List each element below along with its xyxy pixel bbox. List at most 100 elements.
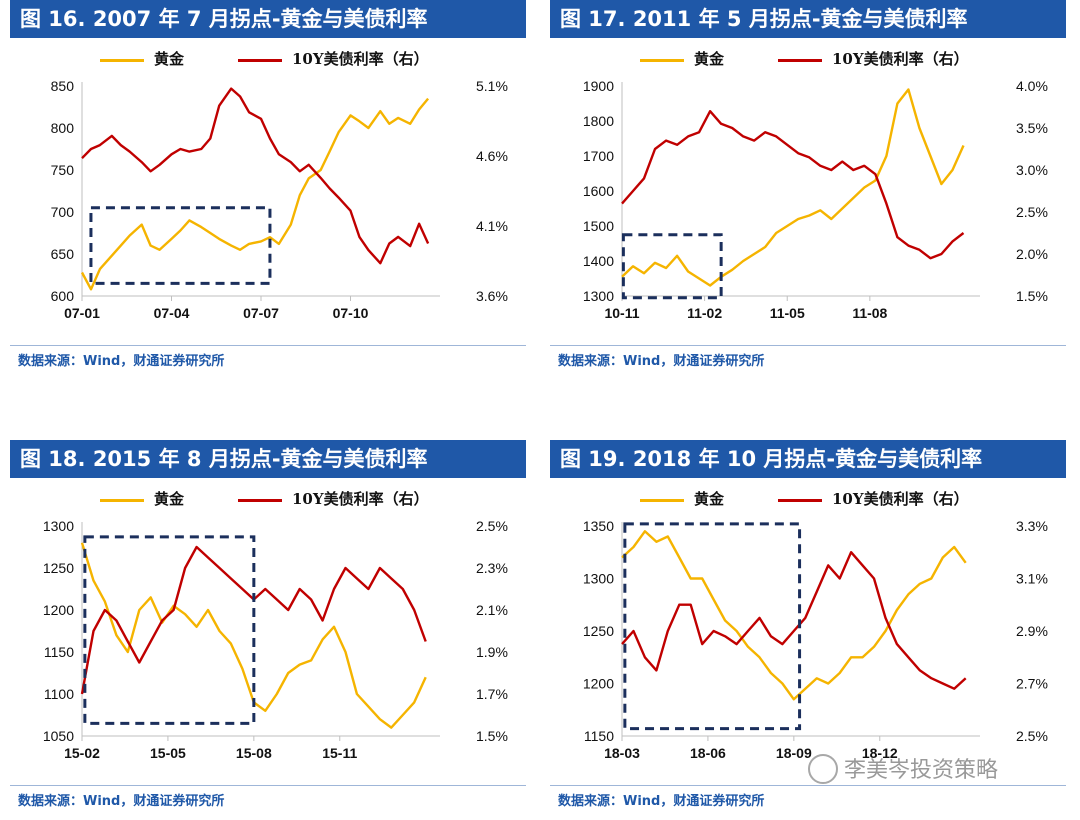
x-tick-label: 10-11	[604, 305, 639, 321]
series-line-yield	[81, 87, 430, 265]
right-tick-label: 1.7%	[476, 686, 508, 702]
right-tick-label: 1.9%	[476, 644, 508, 660]
legend-item-gold: 黄金	[100, 46, 184, 72]
source-divider	[10, 785, 526, 786]
left-tick-label: 800	[51, 120, 75, 136]
source-note: 数据来源：Wind，财通证券研究所	[558, 794, 765, 809]
legend: 黄金 10Y美债利率（右）	[10, 486, 526, 512]
left-tick-label: 1300	[583, 571, 614, 587]
chart-plot: 1900 1800 1700 1600 1500 1400 1300 4.0% 3.5% 3.0%…	[583, 78, 1048, 321]
highlight-box	[89, 206, 272, 285]
right-tick-label: 1.5%	[1016, 288, 1048, 304]
x-tick-label: 15-02	[64, 745, 100, 761]
chart-panel-2011: 图 17. 2011 年 5 月拐点-黄金与美债利率 黄金 10Y美债利率（右）…	[550, 0, 1066, 380]
chart-plot: 1350 1300 1250 1200 1150 3.3% 3.1% 2.9% 2.7% 2.5%…	[583, 518, 1048, 761]
right-tick-label: 2.5%	[476, 518, 508, 534]
left-tick-label: 1100	[44, 686, 74, 702]
series-line-gold	[80, 97, 430, 291]
wechat-icon	[808, 754, 838, 784]
legend: 黄金 10Y美债利率（右）	[550, 486, 1066, 512]
left-tick-label: 1800	[583, 113, 614, 129]
x-tick-label: 07-10	[333, 305, 369, 321]
right-tick-label: 3.3%	[1016, 518, 1048, 534]
x-tick-label: 07-04	[154, 305, 190, 321]
right-tick-label: 5.1%	[476, 78, 508, 94]
left-tick-label: 850	[51, 78, 75, 94]
right-tick-label: 2.3%	[476, 560, 508, 576]
source-note: 数据来源：Wind，财通证券研究所	[18, 354, 225, 369]
legend-item-yield: 10Y美债利率（右）	[238, 46, 429, 72]
left-tick-label: 1300	[43, 518, 74, 534]
legend-swatch-yield	[238, 58, 282, 62]
legend-label-gold: 黄金	[154, 490, 185, 508]
legend-swatch-yield	[778, 498, 822, 502]
legend-item-yield: 10Y美债利率（右）	[238, 486, 429, 512]
x-tick-label: 11-02	[687, 305, 722, 321]
legend-item-gold: 黄金	[640, 46, 724, 72]
highlight-box	[83, 535, 256, 725]
left-tick-label: 1900	[583, 78, 614, 94]
right-tick-label: 3.1%	[1016, 571, 1048, 587]
right-tick-label: 4.1%	[476, 218, 508, 234]
x-tick-label: 18-09	[776, 745, 812, 761]
left-tick-label: 1050	[43, 728, 74, 744]
source-divider	[550, 345, 1066, 346]
right-tick-label: 2.0%	[1016, 246, 1048, 262]
legend-label-gold: 黄金	[694, 490, 725, 508]
legend: 黄金 10Y美债利率（右）	[550, 46, 1066, 72]
x-tick-label: 07-01	[64, 305, 100, 321]
chart-panel-2018: 图 19. 2018 年 10 月拐点-黄金与美债利率 黄金 10Y美债利率（右…	[550, 440, 1066, 820]
x-tick-label: 11-05	[770, 305, 805, 321]
legend-label-yield: 10Y美债利率（右）	[292, 50, 429, 68]
legend-swatch-gold	[640, 498, 684, 502]
legend-label-yield: 10Y美债利率（右）	[292, 490, 429, 508]
legend-swatch-gold	[640, 58, 684, 62]
x-tick-label: 18-12	[862, 745, 898, 761]
legend-item-yield: 10Y美债利率（右）	[778, 46, 969, 72]
highlight-box	[621, 233, 723, 300]
right-tick-label: 2.5%	[1016, 204, 1048, 220]
left-tick-label: 1400	[583, 253, 614, 269]
x-tick-label: 18-06	[690, 745, 726, 761]
left-tick-label: 1500	[583, 218, 614, 234]
x-tick-label: 11-08	[852, 305, 887, 321]
source-note: 数据来源：Wind，财通证券研究所	[558, 354, 765, 369]
left-tick-label: 1250	[43, 560, 74, 576]
chart-title: 图 17. 2011 年 5 月拐点-黄金与美债利率	[550, 0, 1066, 38]
chart-plot: 1300 1250 1200 1150 1100 1050 2.5% 2.3% 2.1% 1.9%…	[43, 518, 508, 761]
left-tick-label: 1150	[44, 644, 74, 660]
right-tick-label: 2.7%	[1016, 676, 1048, 692]
legend-swatch-yield	[778, 58, 822, 62]
legend-label-yield: 10Y美债利率（右）	[832, 50, 969, 68]
left-tick-label: 700	[51, 204, 75, 220]
left-tick-label: 1200	[43, 602, 74, 618]
right-tick-label: 2.1%	[476, 602, 508, 618]
legend-swatch-gold	[100, 58, 144, 62]
chart-title: 图 18. 2015 年 8 月拐点-黄金与美债利率	[10, 440, 526, 478]
legend-label-gold: 黄金	[154, 50, 185, 68]
source-divider	[10, 345, 526, 346]
left-tick-label: 1600	[583, 183, 614, 199]
x-tick-label: 18-03	[604, 745, 640, 761]
series-line-yield	[621, 110, 965, 260]
left-tick-label: 1200	[583, 676, 614, 692]
left-tick-label: 1350	[583, 518, 614, 534]
legend-label-yield: 10Y美债利率（右）	[832, 490, 969, 508]
chart-title: 图 19. 2018 年 10 月拐点-黄金与美债利率	[550, 440, 1066, 478]
legend-label-gold: 黄金	[694, 50, 725, 68]
right-tick-label: 3.6%	[476, 288, 508, 304]
right-tick-label: 3.5%	[1016, 120, 1048, 136]
chart-panel-2015: 图 18. 2015 年 8 月拐点-黄金与美债利率 黄金 10Y美债利率（右）…	[10, 440, 526, 820]
legend-item-gold: 黄金	[100, 486, 184, 512]
right-tick-label: 2.9%	[1016, 623, 1048, 639]
legend: 黄金 10Y美债利率（右）	[10, 46, 526, 72]
chart-panel-2007: 图 16. 2007 年 7 月拐点-黄金与美债利率 黄金 10Y美债利率（右）…	[10, 0, 526, 380]
legend-swatch-gold	[100, 498, 144, 502]
source-divider	[550, 785, 1066, 786]
legend-item-gold: 黄金	[640, 486, 724, 512]
left-tick-label: 1300	[583, 288, 614, 304]
right-tick-label: 4.0%	[1016, 78, 1048, 94]
right-tick-label: 4.6%	[476, 148, 508, 164]
x-tick-label: 15-05	[150, 745, 186, 761]
series-line-yield	[621, 551, 967, 690]
